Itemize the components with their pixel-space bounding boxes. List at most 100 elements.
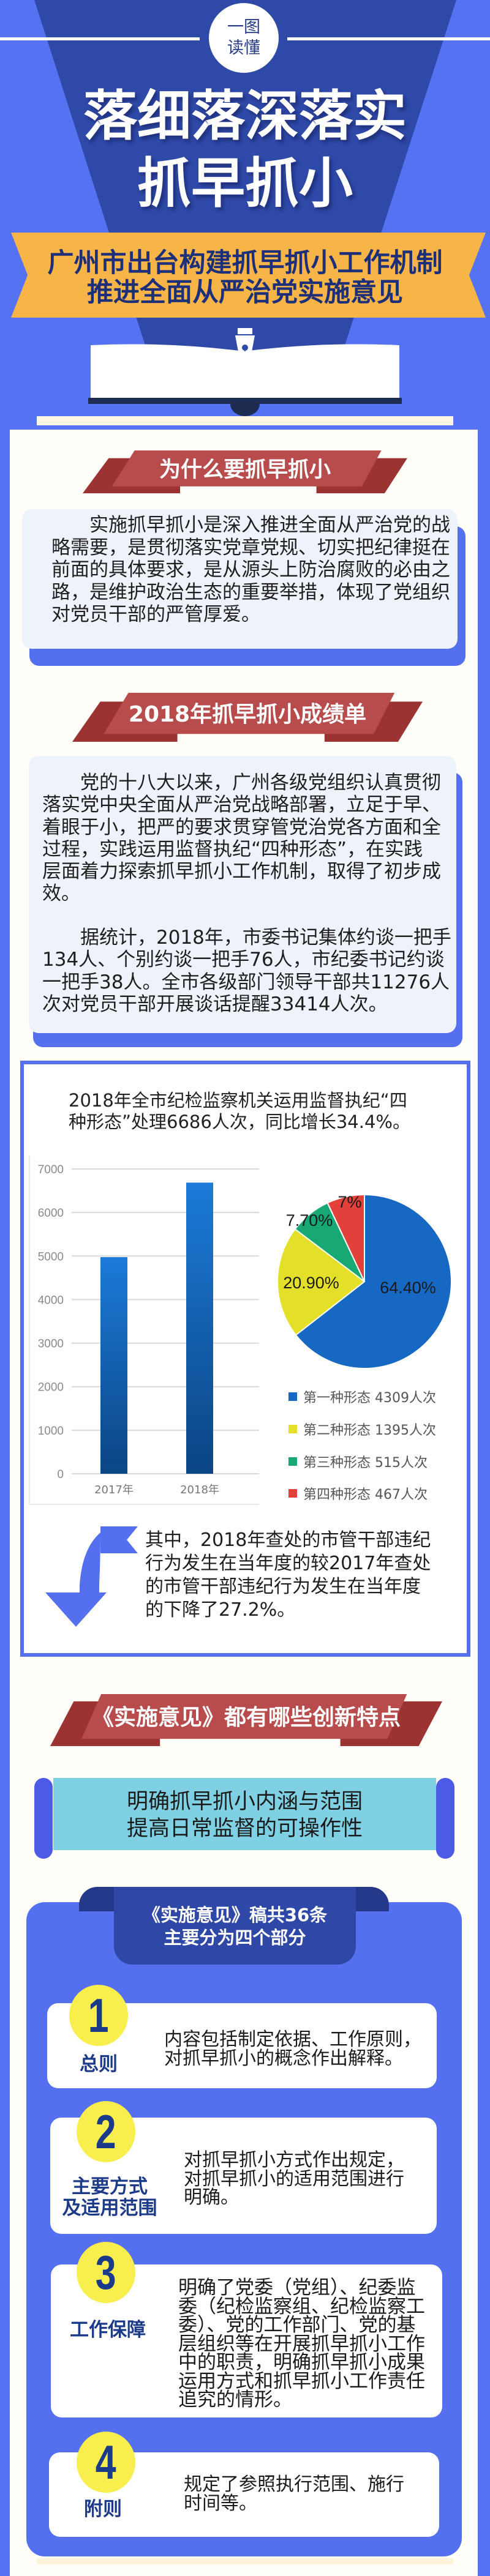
open-book-icon — [88, 344, 402, 416]
achievements-paragraph-2: 据统计，2018年，市委书记集体约谈一把手 134人、个别约谈一把手76人，市纪… — [42, 927, 451, 1015]
note-line: 的下降了27.2%。 — [145, 1599, 296, 1621]
badge-line-2: 读懂 — [227, 39, 260, 58]
note-line: 行为发生在当年度的较2017年查处 — [145, 1553, 431, 1574]
y-tick-label: 2000 — [38, 1381, 64, 1394]
text-card — [29, 756, 456, 1033]
legend-item: 第三种形态 515人次 — [288, 1454, 428, 1471]
y-tick-label: 4000 — [38, 1294, 64, 1307]
subtitle-line-1: 广州市出台构建抓早抓小工作机制 — [47, 248, 443, 278]
section-heading-achievements: 2018年抓早抓小成绩单 — [72, 693, 423, 742]
y-tick-label: 5000 — [38, 1250, 64, 1263]
paragraph-line: 对党员干部的严管厚爱。 — [51, 603, 260, 625]
pie-slice — [277, 1228, 366, 1336]
bar-chart: 0 1000 2000 3000 4000 5000 6000 7000 2017年 2018年 — [29, 1155, 259, 1505]
legend-item: 第二种形态 1395人次 — [288, 1421, 436, 1438]
description-line: 层组织等在开展抓早抓小工作 — [178, 2332, 425, 2355]
description-line: 中的职责，明确抓早抓小成果 — [178, 2351, 425, 2373]
legend-label: 第二种形态 1395人次 — [303, 1423, 436, 1438]
paragraph-line: 层面着力探索抓早抓小工作机制，取得了初步成 — [42, 861, 441, 883]
parts-title-line-1: 《实施意见》稿共36条 — [142, 1905, 328, 1925]
part-label: 工作保障 — [70, 2319, 146, 2341]
bar — [100, 1257, 127, 1474]
description-line: 时间等。 — [184, 2492, 257, 2514]
paragraph-line: 着眼于小，把严的要求贯穿管党治党各方面和全 — [42, 816, 441, 838]
description-line: 明确了党委（党组）、纪委监 — [178, 2277, 416, 2299]
pie-slice — [326, 1193, 365, 1282]
banner-line-1: 明确抓早抓小内涵与范围 — [126, 1790, 363, 1814]
banner-line-2: 提高日常监督的可操作性 — [126, 1816, 363, 1841]
paragraph-line: 次对党员干部开展谈话提醒33414人次。 — [42, 993, 388, 1015]
badge-line-1: 一图 — [227, 18, 260, 37]
section-heading-text: 《实施意见》都有哪些创新特点 — [91, 1705, 401, 1730]
pie-percent-label: 20.90% — [283, 1274, 339, 1292]
part-number-badge: 1 — [69, 1985, 128, 2046]
parts-title-line-2: 主要分为四个部分 — [164, 1927, 306, 1948]
description-line: 运用方式和抓早抓小工作责任 — [178, 2370, 425, 2392]
y-tick-label: 1000 — [38, 1425, 64, 1438]
scroll-roll-right — [436, 1778, 454, 1859]
parts-title-tab — [114, 1887, 356, 1965]
y-tick-label: 3000 — [38, 1338, 64, 1351]
part-label: 主要方式 及适用范围 — [61, 2176, 159, 2219]
section-heading-why: 为什么要抓早抓小 — [83, 450, 407, 493]
description-line: 内容包括制定依据、工作原则， — [164, 2029, 421, 2050]
scroll-roll-left — [34, 1778, 53, 1859]
paragraph-line: 党的十八大以来，广州各级党组织认真贯彻 — [80, 772, 441, 794]
legend-swatch — [288, 1457, 297, 1466]
heading-ribbon-shape — [50, 1694, 442, 1746]
part-number-badge: 4 — [77, 2432, 135, 2493]
pie-slice — [295, 1193, 452, 1369]
part-number: 3 — [96, 2245, 116, 2299]
section-heading-text: 为什么要抓早抓小 — [159, 458, 331, 482]
paragraph-line: 134人、个别约谈一把手76人，市纪委书记约谈 — [42, 949, 445, 971]
paragraph-line: 落实党中央全面从严治党战略部署，立足于早、 — [42, 794, 441, 816]
paragraph-line: 略需要，是贯彻落实党章党规、切实把纪律挺在 — [51, 536, 450, 559]
legend-item: 第四种形态 467人次 — [288, 1485, 428, 1503]
description-line: 追究的情形。 — [178, 2389, 292, 2411]
panel-base-strip — [37, 2558, 453, 2564]
paragraph-line: 过程，实践运用监督执纪“四种形态”，在实践 — [42, 838, 423, 861]
pie-chart: 64.40% 20.90% 7.70%7% — [277, 1193, 452, 1369]
legend-label: 第三种形态 515人次 — [303, 1455, 428, 1471]
heading-ribbon-shape — [72, 693, 423, 742]
y-tick-label: 7000 — [38, 1163, 64, 1176]
paragraph-line: 前面的具体要求，是从源头上防治腐败的必由之 — [51, 559, 450, 581]
y-tick-label: 6000 — [38, 1207, 64, 1220]
part-description: 内容包括制定依据、工作原则， 对抓早抓小的概念作出解释。 — [164, 2029, 421, 2068]
achievements-paragraph-1: 党的十八大以来，广州各级党组织认真贯彻 落实党中央全面从严治党战略部署，立足于早… — [42, 772, 441, 905]
down-arrow-icon — [45, 1526, 138, 1627]
description-line: 对抓早抓小方式作出规定， — [184, 2149, 404, 2171]
pie-percent-label: 7% — [337, 1193, 361, 1211]
subtitle-line-2: 推进全面从严治党实施意见 — [87, 277, 403, 308]
description-line: 委（纪检监察组、纪检监察工 — [178, 2295, 425, 2318]
part-number-badge: 2 — [77, 2101, 135, 2162]
section-heading-innovations: 《实施意见》都有哪些创新特点 — [50, 1694, 442, 1746]
part-number: 1 — [88, 1988, 109, 2042]
why-paragraph: 实施抓早抓小是深入推进全面从严治党的战 略需要，是贯彻落实党章党规、切实把纪律挺… — [51, 514, 450, 626]
description-line: 委）、党的工作部门、党的基 — [178, 2314, 416, 2336]
legend-label: 第一种形态 4309人次 — [303, 1391, 436, 1406]
x-tick-label: 2017年 — [94, 1484, 134, 1496]
decline-note: 其中，2018年查处的市管干部违纪 行为发生在当年度的较2017年查处 的市管干… — [145, 1529, 431, 1622]
part-description: 对抓早抓小方式作出规定， 对抓早抓小的适用范围进行 明确。 — [184, 2151, 404, 2208]
chart-title-line: 2018年全市纪检监察机关运用监督执纪“四 — [69, 1090, 407, 1111]
paragraph-line: 效。 — [42, 883, 80, 905]
subtitle-ribbon — [11, 233, 486, 318]
description-line: 明确。 — [184, 2187, 239, 2208]
bar — [186, 1182, 213, 1474]
part-label: 附则 — [84, 2498, 122, 2520]
description-line: 对抓早抓小的适用范围进行 — [184, 2168, 404, 2190]
part-label: 总则 — [80, 2053, 118, 2075]
legend-item: 第一种形态 4309人次 — [288, 1389, 436, 1406]
heading-ribbon-shape — [83, 450, 407, 493]
legend-label: 第四种形态 467人次 — [303, 1487, 428, 1503]
part-number: 4 — [96, 2435, 116, 2489]
y-tick-label: 0 — [57, 1468, 64, 1481]
read-at-a-glance-badge: 一图 读懂 — [209, 3, 279, 73]
text-card — [22, 509, 458, 649]
description-line: 规定了参照执行范围、施行 — [184, 2474, 404, 2495]
note-line: 其中，2018年查处的市管干部违纪 — [145, 1529, 431, 1551]
legend-swatch — [288, 1392, 297, 1401]
label-line: 主要方式 — [72, 2176, 148, 2198]
